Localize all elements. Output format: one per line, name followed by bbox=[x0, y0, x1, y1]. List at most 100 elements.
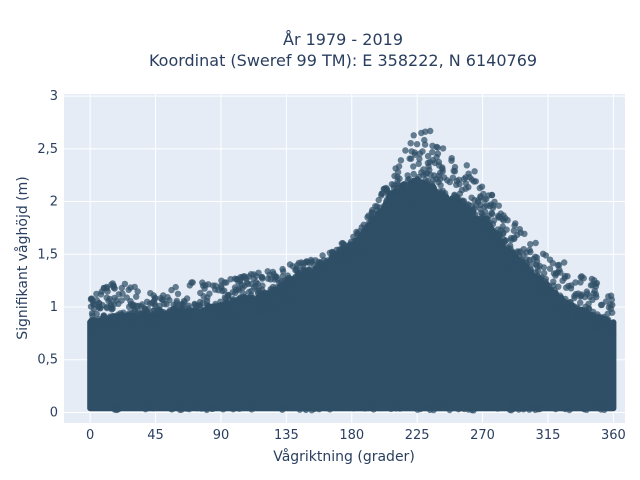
data-point bbox=[438, 198, 445, 205]
data-point bbox=[282, 298, 289, 305]
data-point bbox=[395, 216, 403, 224]
data-point bbox=[578, 273, 585, 280]
data-point bbox=[168, 319, 175, 326]
data-point bbox=[453, 181, 460, 189]
data-point bbox=[579, 400, 586, 407]
data-point bbox=[502, 254, 509, 261]
data-point bbox=[439, 224, 446, 231]
data-point bbox=[511, 234, 518, 241]
data-point bbox=[534, 263, 541, 271]
data-point bbox=[411, 151, 419, 158]
data-point bbox=[356, 228, 363, 235]
data-point bbox=[242, 301, 249, 309]
data-point bbox=[110, 328, 118, 336]
data-point bbox=[488, 209, 495, 217]
data-point bbox=[465, 223, 472, 230]
data-point bbox=[95, 319, 103, 326]
data-point bbox=[521, 230, 528, 237]
data-point bbox=[197, 289, 204, 297]
data-point bbox=[446, 215, 453, 222]
data-point bbox=[588, 275, 596, 283]
data-point bbox=[520, 406, 527, 413]
data-point bbox=[422, 171, 429, 178]
data-point bbox=[562, 405, 569, 413]
data-point bbox=[460, 176, 468, 183]
data-point bbox=[608, 329, 615, 336]
data-point bbox=[577, 299, 584, 306]
data-point bbox=[420, 210, 427, 218]
data-point bbox=[439, 145, 447, 152]
data-point bbox=[142, 318, 150, 325]
data-point bbox=[543, 402, 551, 410]
data-point bbox=[416, 155, 423, 163]
data-point bbox=[100, 312, 108, 319]
data-point bbox=[316, 405, 323, 412]
data-point bbox=[184, 314, 192, 322]
data-point bbox=[516, 248, 524, 255]
data-point bbox=[607, 400, 614, 407]
data-point bbox=[455, 214, 462, 221]
data-point bbox=[578, 324, 585, 331]
data-point bbox=[532, 287, 539, 294]
data-point bbox=[487, 403, 494, 411]
data-point bbox=[201, 285, 208, 292]
data-point bbox=[376, 235, 384, 243]
data-point bbox=[606, 320, 614, 327]
data-point bbox=[231, 289, 239, 297]
data-point bbox=[332, 252, 339, 260]
data-point bbox=[174, 290, 182, 297]
data-point bbox=[418, 129, 425, 137]
data-point bbox=[359, 248, 366, 255]
data-point bbox=[250, 271, 257, 278]
data-point bbox=[519, 271, 526, 278]
data-point bbox=[532, 239, 539, 247]
data-point bbox=[253, 300, 260, 308]
data-point bbox=[112, 406, 120, 413]
data-point bbox=[550, 278, 557, 285]
data-point bbox=[288, 400, 295, 407]
data-point bbox=[334, 276, 341, 283]
data-point bbox=[511, 263, 518, 271]
data-point bbox=[376, 404, 383, 412]
data-point bbox=[182, 400, 189, 408]
y-axis-label: Signifikant våghöjd (m) bbox=[14, 176, 31, 339]
data-point bbox=[481, 196, 488, 203]
data-point bbox=[538, 275, 545, 283]
data-point bbox=[486, 203, 493, 210]
data-point bbox=[117, 312, 124, 319]
data-point bbox=[574, 318, 581, 325]
data-point bbox=[430, 204, 437, 212]
data-point bbox=[552, 290, 559, 298]
data-point bbox=[568, 307, 575, 314]
data-point bbox=[464, 211, 471, 218]
data-point bbox=[176, 310, 184, 317]
data-point bbox=[300, 292, 307, 300]
data-point bbox=[351, 256, 358, 263]
data-point bbox=[258, 273, 266, 281]
data-point bbox=[554, 269, 561, 276]
data-point bbox=[346, 242, 353, 249]
data-point bbox=[609, 309, 616, 316]
data-point bbox=[310, 275, 317, 282]
data-point bbox=[308, 407, 315, 414]
data-point bbox=[150, 298, 157, 305]
data-point bbox=[500, 217, 507, 224]
data-point bbox=[397, 157, 405, 164]
data-point bbox=[264, 268, 271, 275]
data-point bbox=[483, 399, 490, 407]
data-point bbox=[415, 206, 422, 213]
data-point bbox=[267, 292, 275, 299]
data-point bbox=[396, 405, 404, 412]
data-point bbox=[528, 274, 535, 281]
data-point bbox=[306, 259, 314, 267]
data-point bbox=[333, 262, 341, 269]
data-point bbox=[546, 298, 554, 306]
data-point bbox=[441, 174, 448, 181]
x-tick-labels: 0 45 90 135 180 225 270 315 360 bbox=[86, 428, 626, 443]
data-point bbox=[548, 303, 555, 311]
data-point bbox=[135, 326, 143, 333]
data-point bbox=[225, 309, 233, 316]
data-point bbox=[561, 272, 569, 280]
data-point bbox=[154, 403, 161, 411]
